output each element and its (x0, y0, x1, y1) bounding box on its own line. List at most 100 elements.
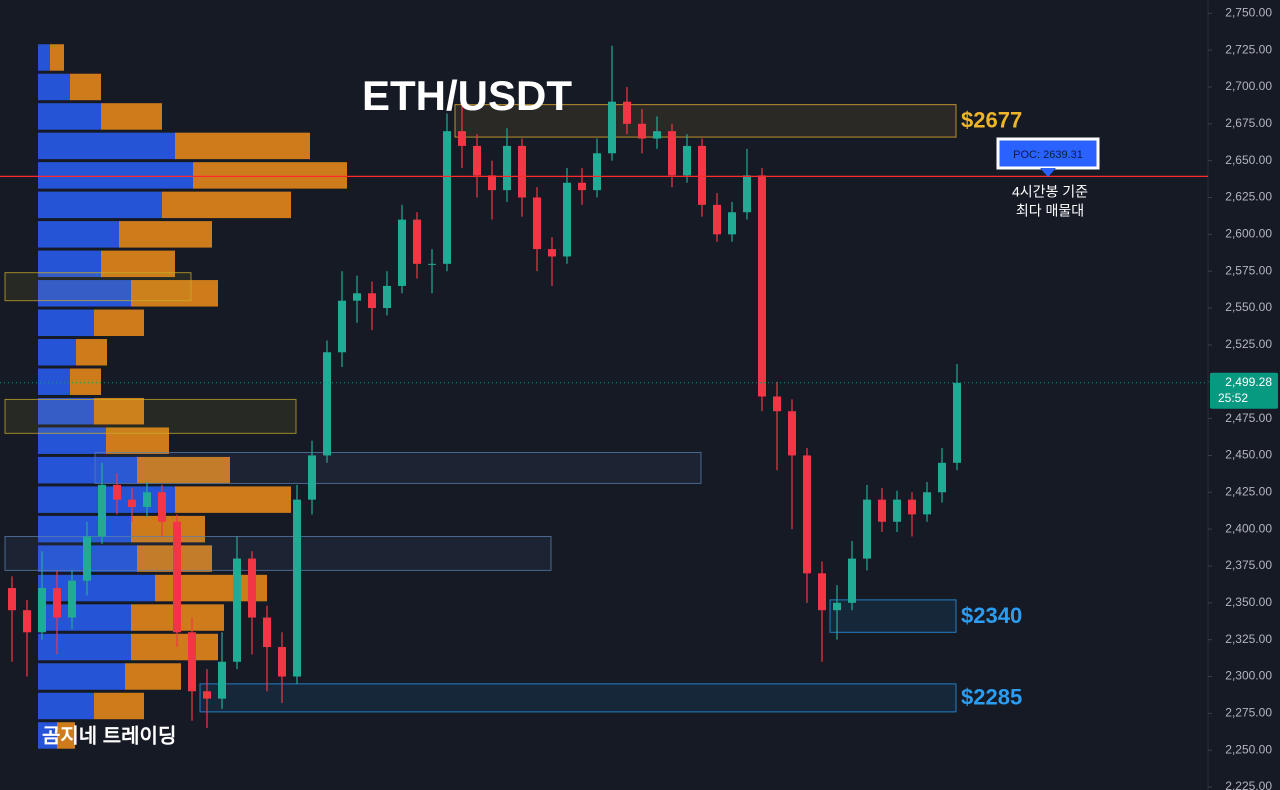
poc-note: 최다 매물대 (1016, 203, 1084, 219)
candle-body (923, 492, 931, 515)
volume-profile-bar (76, 339, 107, 366)
volume-profile-bar (38, 191, 162, 219)
y-tick-label: 2,325.00 (1225, 632, 1272, 646)
volume-profile-bar (193, 162, 347, 189)
y-tick-label: 2,225.00 (1225, 779, 1272, 790)
y-tick-label: 2,700.00 (1225, 79, 1272, 93)
y-tick-label: 2,400.00 (1225, 521, 1272, 535)
volume-profile-bar (38, 339, 76, 366)
candle-body (893, 499, 901, 522)
candle-body (938, 462, 946, 493)
candle-body (578, 182, 586, 191)
poc-note: 4시간봉 기준 (1012, 184, 1088, 200)
volume-profile-bar (38, 221, 119, 248)
candle-body (218, 661, 226, 699)
volume-profile-bar (38, 368, 70, 395)
candle-body (668, 131, 676, 176)
candle-body (188, 632, 196, 692)
y-tick-label: 2,725.00 (1225, 42, 1272, 56)
y-tick-label: 2,475.00 (1225, 411, 1272, 425)
candle-body (203, 691, 211, 699)
volume-profile-bar (38, 663, 125, 690)
watermark: 곰지네 트레이딩 (42, 724, 176, 747)
y-tick-label: 2,575.00 (1225, 263, 1272, 277)
volume-profile-bar (38, 486, 175, 513)
volume-profile-bar (106, 427, 169, 454)
candle-body (833, 602, 841, 611)
countdown-label: 25:52 (1218, 391, 1248, 405)
volume-profile-bar (70, 368, 101, 395)
price-zone (454, 104, 957, 138)
candle-body (788, 411, 796, 456)
volume-profile-bar (175, 132, 310, 160)
candle-body (848, 558, 856, 603)
poc-pointer (1040, 168, 1056, 177)
volume-profile-bar (162, 191, 291, 219)
zone-label: $2340 (961, 603, 1022, 628)
candle-body (608, 101, 616, 154)
candle-body (533, 197, 541, 250)
candle-body (563, 182, 571, 257)
y-tick-label: 2,675.00 (1225, 116, 1272, 130)
candle-body (863, 499, 871, 559)
y-tick-label: 2,450.00 (1225, 448, 1272, 462)
volume-profile-bar (38, 722, 57, 749)
candle-body (653, 131, 661, 139)
y-tick-label: 2,375.00 (1225, 558, 1272, 572)
y-tick-label: 2,300.00 (1225, 669, 1272, 683)
volume-profile-bar (38, 427, 106, 454)
volume-profile-bar (38, 456, 137, 484)
candle-body (68, 580, 76, 618)
last-price-tag (1210, 372, 1278, 409)
y-tick-label: 2,650.00 (1225, 153, 1272, 167)
price-zone (829, 599, 957, 633)
candle-body (278, 647, 286, 677)
candle-body (773, 396, 781, 412)
volume-profile-bar (137, 456, 230, 484)
volume-profile-bar (125, 663, 181, 690)
candle-body (233, 558, 241, 662)
volume-profile-bar (70, 73, 101, 101)
volume-profile-bar (38, 633, 131, 661)
candle-body (8, 588, 16, 611)
y-tick-label: 2,275.00 (1225, 706, 1272, 720)
zone-label: $2677 (961, 108, 1022, 133)
volume-profile-bar (57, 722, 75, 749)
price-zone (4, 272, 192, 302)
price-zone (4, 398, 297, 434)
price-zone (94, 451, 702, 484)
candle-body (473, 145, 481, 176)
candle-body (548, 249, 556, 257)
candle-body (638, 123, 646, 139)
candle-body (818, 573, 826, 611)
volume-profile-bar (38, 397, 94, 425)
y-tick-label: 2,350.00 (1225, 595, 1272, 609)
volume-profile-bar (175, 486, 291, 513)
candle-body (293, 499, 301, 677)
candle-body (98, 484, 106, 537)
candle-body (158, 492, 166, 522)
candle-body (803, 455, 811, 574)
candle-body (83, 536, 91, 581)
candle-body (503, 145, 511, 191)
volume-profile-bar (38, 309, 94, 337)
poc-label: POC: 2639.31 (1013, 149, 1083, 161)
y-tick-label: 2,250.00 (1225, 742, 1272, 756)
candle-body (128, 499, 136, 508)
volume-profile-bar (38, 44, 50, 71)
candle-body (743, 175, 751, 213)
candle-body (143, 492, 151, 508)
candle-body (398, 219, 406, 286)
candle-body (878, 499, 886, 522)
candle-body (698, 145, 706, 205)
candle-body (953, 382, 961, 463)
zone-label: $2285 (961, 685, 1022, 710)
volume-profile-bar (94, 692, 144, 720)
candle-body (38, 588, 46, 633)
candle-body (623, 101, 631, 124)
candle-body (428, 263, 436, 265)
volume-profile-bar (119, 221, 212, 248)
volume-profile-bar (101, 103, 162, 130)
